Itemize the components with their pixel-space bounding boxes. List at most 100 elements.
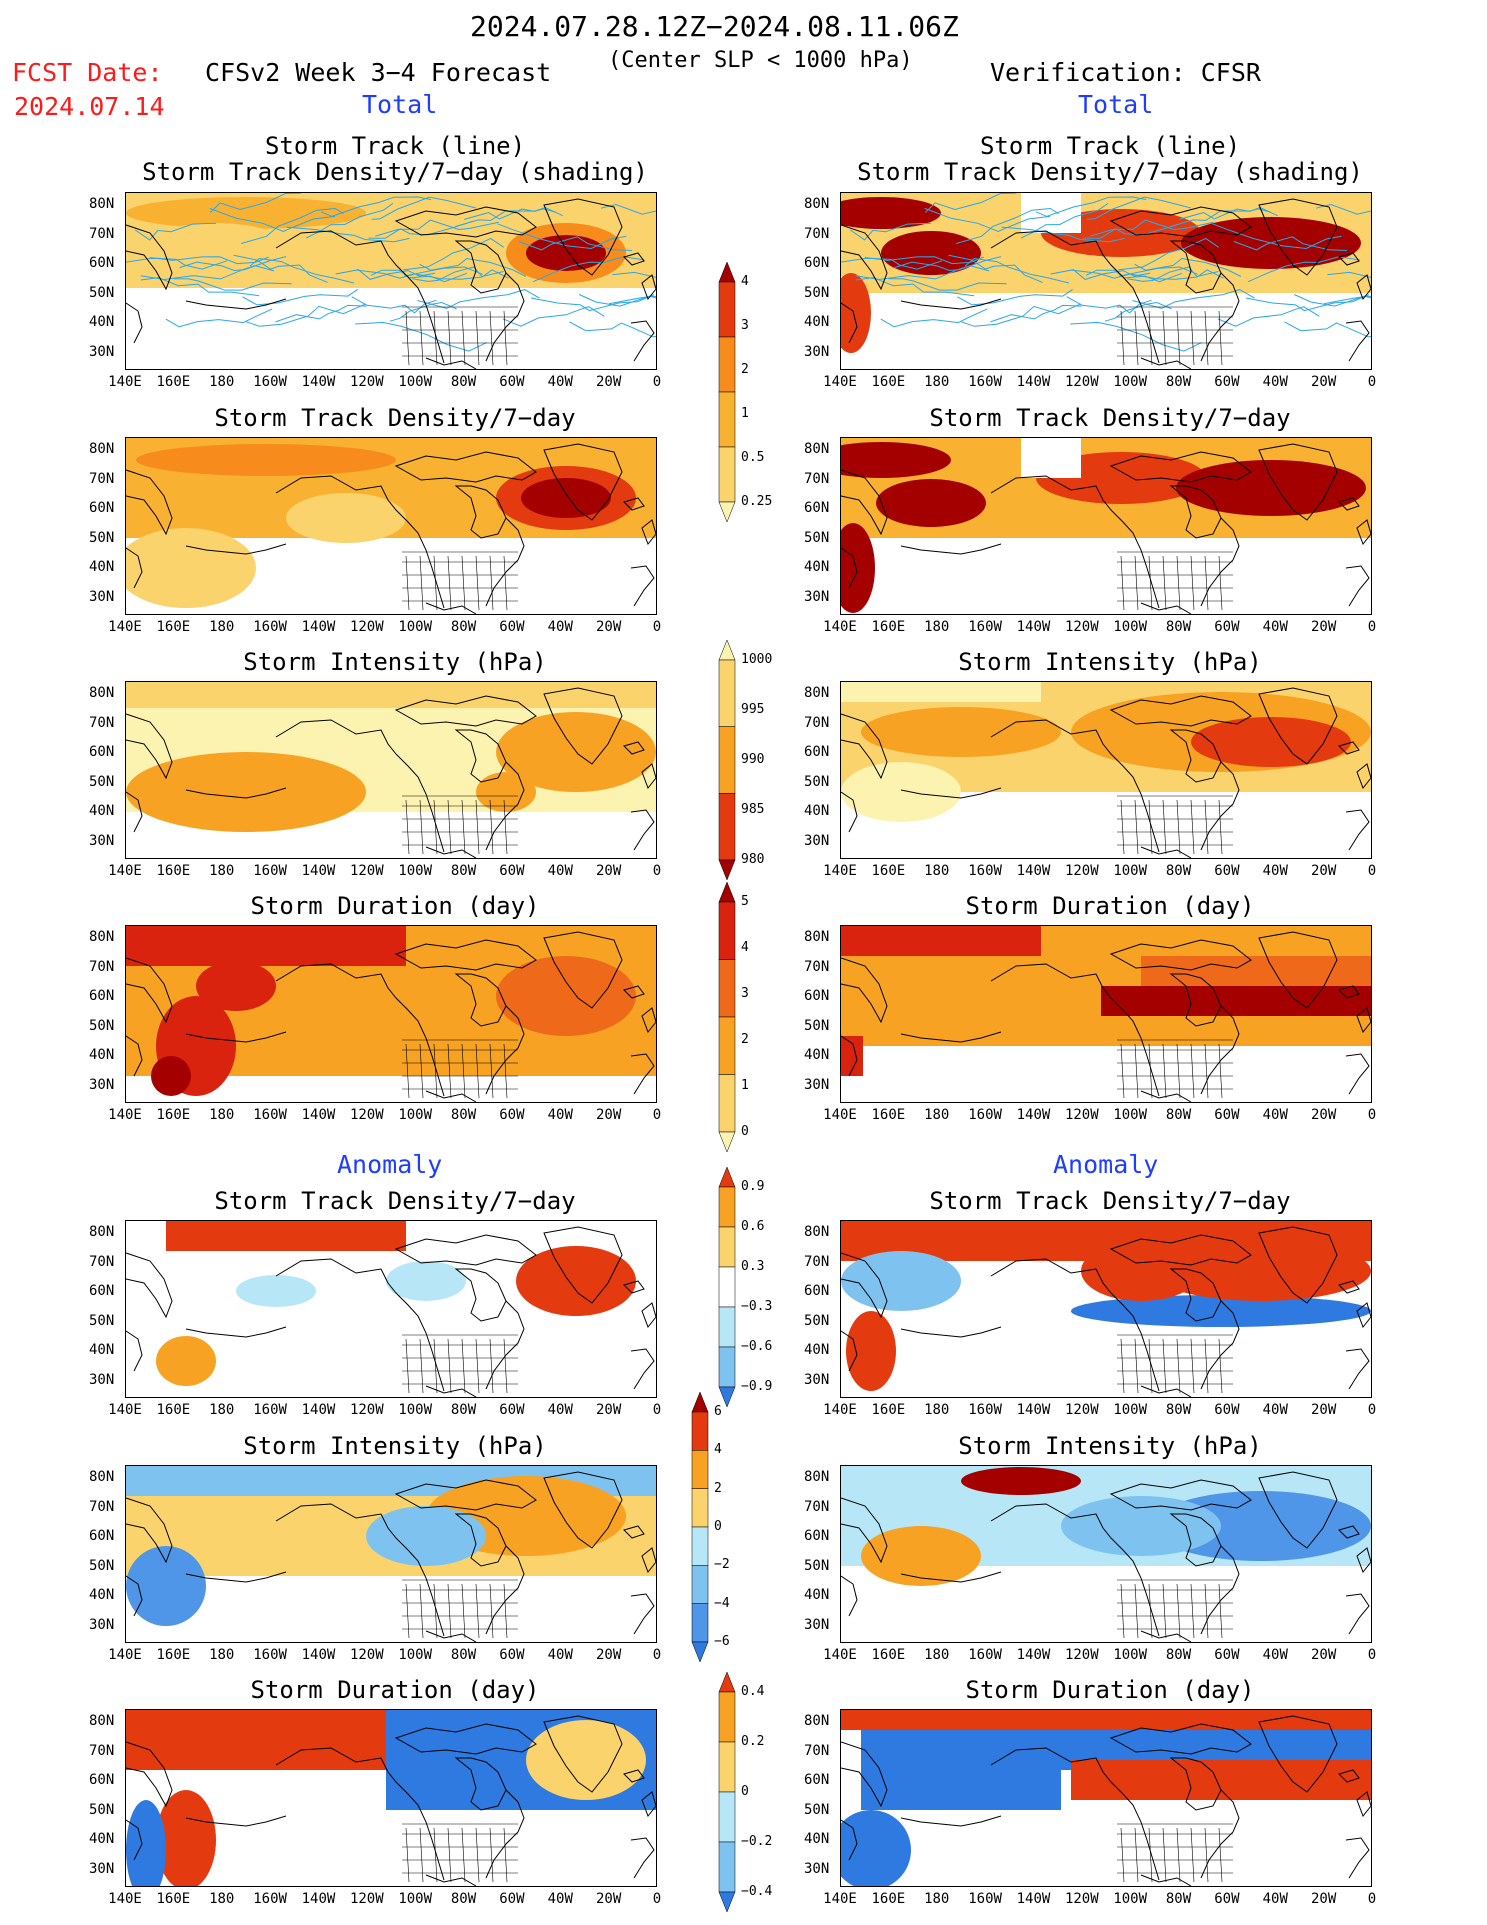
shade-cell — [166, 1221, 406, 1251]
shade-region — [961, 1467, 1081, 1495]
lat-tick-label: 80N — [89, 1224, 115, 1240]
colorbar-label: −0.3 — [741, 1299, 773, 1314]
lon-tick-label: 0 — [652, 1647, 662, 1663]
lat-tick-label: 80N — [89, 1469, 115, 1485]
shade-region — [126, 1800, 166, 1886]
colorbar-swatch — [691, 1565, 709, 1604]
shade-region — [126, 752, 366, 832]
lat-tick-label: 70N — [89, 470, 115, 487]
lon-tick-label: 120W — [1064, 1647, 1099, 1663]
lat-tick-label: 30N — [804, 1371, 830, 1388]
colorbar-swatch — [718, 1791, 736, 1843]
shade-region — [526, 1720, 646, 1800]
lat-tick-label: 50N — [804, 284, 830, 301]
map-forecast-anom-density — [125, 1220, 657, 1398]
lon-tick-label: 0 — [652, 619, 662, 635]
lon-tick-label: 0 — [1367, 1891, 1377, 1907]
lon-tick-label: 180 — [924, 1647, 950, 1663]
lat-tick-label: 30N — [804, 1076, 830, 1093]
colorbar-swatch — [718, 391, 736, 448]
lon-tick-label: 160E — [156, 374, 191, 390]
lon-tick-label: 160W — [968, 374, 1002, 390]
colorbar-label: 4 — [714, 1442, 722, 1458]
lat-tick-label: 60N — [804, 1528, 830, 1544]
shade-region — [236, 1275, 316, 1307]
lat-tick-label: 40N — [89, 559, 115, 575]
colorbar-bottom-arrow — [718, 1131, 736, 1152]
lon-tick-label: 160E — [156, 1402, 191, 1418]
lon-tick-label: 0 — [1367, 1402, 1377, 1418]
lat-tick-label: 30N — [89, 588, 115, 605]
lat-tick-label: 70N — [89, 958, 115, 975]
lon-tick-label: 40W — [547, 1402, 573, 1418]
lon-tick-label: 20W — [595, 619, 622, 635]
lon-tick-label: 180 — [924, 1402, 950, 1418]
lat-tick-label: 30N — [89, 1616, 115, 1633]
lon-tick-label: 100W — [398, 374, 433, 390]
lat-tick-label: 50N — [804, 1017, 830, 1034]
colorbar-bottom-arrow — [691, 1641, 709, 1662]
map-verification-anom-intensity — [840, 1465, 1372, 1643]
lon-tick-label: 120W — [1064, 1402, 1099, 1418]
panel-title-track-shading-right: Storm Track Density/7−day (shading) — [857, 158, 1363, 186]
coastline — [841, 1471, 1371, 1642]
state-boundaries — [402, 1334, 518, 1394]
colorbar-label: 0 — [714, 1519, 722, 1534]
lon-tick-label: 0 — [652, 1891, 662, 1907]
shade-region — [526, 235, 606, 271]
colorbar-density: 4 3 2 1 0.5 0.25 — [717, 262, 787, 522]
shade-region — [286, 493, 406, 543]
lon-tick-label: 140W — [301, 1402, 336, 1418]
lon-tick-label: 100W — [398, 1402, 433, 1418]
state-boundaries — [402, 795, 518, 855]
shade-region — [841, 523, 875, 613]
colorbar-label: 4 — [741, 274, 749, 289]
lon-tick-label: 80W — [1165, 863, 1192, 879]
lat-tick-label: 60N — [89, 1528, 115, 1544]
panel-title-track-line-left: Storm Track (line) — [264, 132, 526, 160]
lon-tick-label: 140E — [108, 863, 142, 879]
shade-region — [841, 273, 871, 353]
lon-tick-label: 160E — [156, 863, 191, 879]
lat-tick-label: 40N — [89, 803, 115, 819]
coastline — [126, 687, 656, 858]
lat-tick-label: 60N — [89, 1283, 115, 1299]
lon-tick-label: 160W — [968, 1107, 1002, 1123]
lat-tick-label: 70N — [804, 1742, 830, 1759]
shade-cell — [1141, 956, 1371, 986]
lon-tick-label: 100W — [1113, 863, 1148, 879]
lon-tick-label: 60W — [1214, 1647, 1240, 1663]
lon-tick-label: 140E — [108, 1402, 142, 1418]
state-boundaries — [1117, 551, 1233, 611]
shade-region — [1071, 1295, 1371, 1327]
lon-tick-label: 180 — [924, 619, 950, 635]
lat-tick-label: 50N — [89, 773, 115, 790]
lon-tick-label: 100W — [398, 1647, 433, 1663]
lat-tick-label: 60N — [89, 255, 115, 271]
lon-tick-label: 60W — [499, 374, 525, 390]
shade-cell — [1071, 1760, 1371, 1800]
lon-tick-label: 140E — [823, 1647, 857, 1663]
lat-tick-label: 50N — [804, 529, 830, 546]
lat-tick-label: 40N — [89, 1831, 115, 1847]
lon-tick-label: 140E — [108, 1647, 142, 1663]
colorbar-swatch — [718, 659, 736, 727]
lon-tick-label: 160E — [156, 1891, 191, 1907]
colorbar-label: 3 — [741, 318, 749, 333]
panel-title-anom-density-right: Storm Track Density/7−day — [929, 1187, 1291, 1215]
lon-tick-label: 120W — [349, 863, 384, 879]
colorbar-anom-intensity: 6 4 2 0 −2 −4 −6 — [690, 1392, 760, 1662]
coastline — [126, 1715, 656, 1886]
lon-tick-label: 60W — [1214, 863, 1240, 879]
lon-tick-label: 100W — [1113, 1402, 1148, 1418]
lon-tick-label: 120W — [349, 619, 384, 635]
map-verification-track — [840, 192, 1372, 370]
lon-tick-label: 180 — [209, 1891, 235, 1907]
lat-tick-label: 80N — [804, 441, 830, 457]
lon-tick-label: 140W — [1016, 1107, 1051, 1123]
lon-tick-label: 160W — [968, 863, 1002, 879]
lon-tick-label: 140W — [1016, 1891, 1051, 1907]
panel-title-duration-left: Storm Duration (day) — [250, 892, 540, 920]
lat-tick-label: 60N — [89, 744, 115, 760]
lat-tick-label: 50N — [89, 529, 115, 546]
